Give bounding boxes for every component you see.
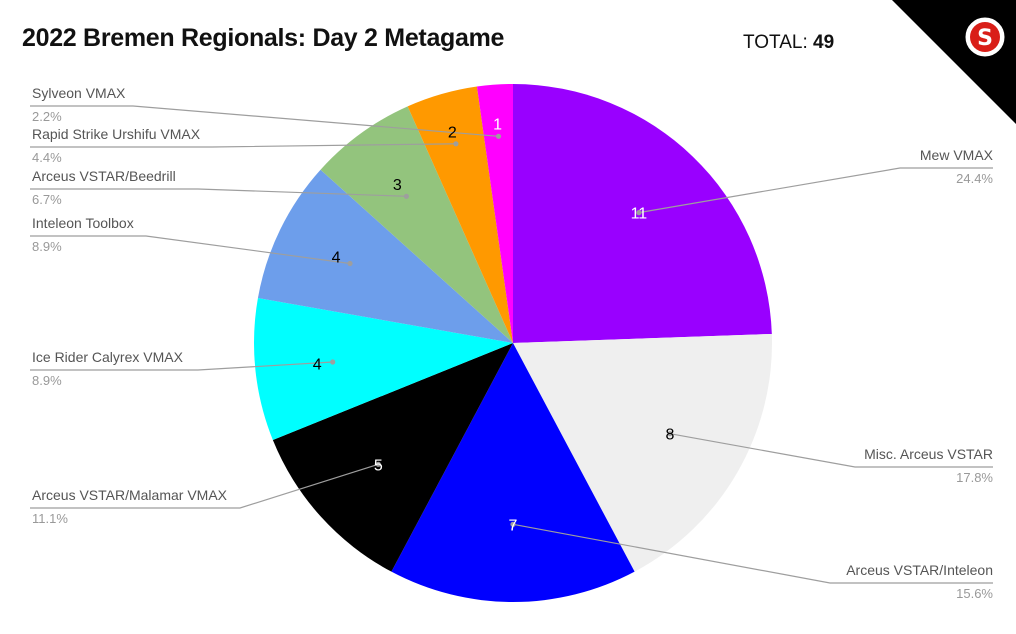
pie-slice-arceus-vstar-beedrill bbox=[320, 106, 513, 343]
leader-line-mew-vmax bbox=[638, 167, 993, 214]
leader-line-arceus-vstar-inteleon bbox=[512, 523, 993, 584]
slice-label-mew-vmax: Mew VMAX bbox=[920, 147, 994, 163]
slice-percent-arceus-vstar-beedrill: 6.7% bbox=[32, 192, 62, 207]
slice-value-sylveon-vmax: 1 bbox=[493, 116, 502, 133]
brand-logo-icon: S bbox=[892, 0, 1016, 124]
slice-value-arceus-vstar-malamar-vmax: 5 bbox=[374, 457, 383, 474]
slice-label-rapid-strike-urshifu-vmax: Rapid Strike Urshifu VMAX bbox=[32, 126, 201, 142]
pie-slice-ice-rider-calyrex-vmax bbox=[253, 298, 514, 441]
slice-value-inteleon-toolbox: 4 bbox=[332, 250, 341, 267]
slice-percent-arceus-vstar-malamar-vmax: 11.1% bbox=[32, 511, 68, 526]
leader-dot-arceus-vstar-beedrill bbox=[403, 193, 409, 199]
leader-dot-arceus-vstar-inteleon bbox=[510, 521, 516, 527]
leader-lines bbox=[30, 105, 993, 584]
pie-slice-rapid-strike-urshifu-vmax bbox=[407, 86, 513, 344]
slice-label-arceus-vstar-beedrill: Arceus VSTAR/Beedrill bbox=[32, 168, 176, 184]
leader-dot-arceus-vstar-malamar-vmax bbox=[375, 461, 381, 467]
leader-dot-sylveon-vmax bbox=[495, 133, 502, 139]
leader-dot-rapid-strike-urshifu-vmax bbox=[453, 141, 459, 147]
slice-value-ice-rider-calyrex-vmax: 4 bbox=[313, 357, 322, 374]
leader-dot-misc-arceus-vstar bbox=[667, 431, 673, 437]
leader-dot-inteleon-toolbox bbox=[347, 260, 353, 267]
pie-slice-arceus-vstar-inteleon bbox=[391, 343, 635, 602]
slice-value-arceus-vstar-beedrill: 3 bbox=[393, 177, 402, 194]
slice-label-misc-arceus-vstar: Misc. Arceus VSTAR bbox=[864, 446, 993, 462]
pie-slice-inteleon-toolbox bbox=[257, 169, 513, 343]
pie-slice-misc-arceus-vstar bbox=[513, 333, 772, 572]
slice-value-rapid-strike-urshifu-vmax: 2 bbox=[448, 124, 457, 141]
slice-label-sylveon-vmax: Sylveon VMAX bbox=[32, 85, 126, 101]
leader-line-misc-arceus-vstar bbox=[669, 433, 993, 468]
logo-inner-circle bbox=[970, 22, 1000, 52]
slice-label-ice-rider-calyrex-vmax: Ice Rider Calyrex VMAX bbox=[32, 349, 184, 365]
slice-value-arceus-vstar-inteleon: 7 bbox=[509, 517, 518, 534]
slice-percent-arceus-vstar-inteleon: 15.6% bbox=[956, 586, 993, 601]
slice-percent-ice-rider-calyrex-vmax: 8.9% bbox=[32, 373, 62, 388]
slice-percent-misc-arceus-vstar: 17.8% bbox=[956, 470, 993, 485]
slice-percent-inteleon-toolbox: 8.9% bbox=[32, 239, 62, 254]
slice-percent-mew-vmax: 24.4% bbox=[956, 171, 993, 186]
chart-title: 2022 Bremen Regionals: Day 2 Metagame bbox=[22, 24, 505, 52]
leader-line-inteleon-toolbox bbox=[30, 235, 351, 265]
pie-slice-arceus-vstar-malamar-vmax bbox=[272, 343, 513, 572]
slice-value-misc-arceus-vstar: 8 bbox=[666, 427, 675, 444]
slice-label-arceus-vstar-malamar-vmax: Arceus VSTAR/Malamar VMAX bbox=[32, 487, 228, 503]
leader-line-sylveon-vmax bbox=[30, 105, 499, 137]
leader-line-rapid-strike-urshifu-vmax bbox=[30, 143, 456, 148]
pie-slices bbox=[253, 84, 772, 602]
leader-line-arceus-vstar-beedrill bbox=[30, 188, 407, 197]
leader-dot-ice-rider-calyrex-vmax bbox=[330, 359, 336, 365]
slice-label-inteleon-toolbox: Inteleon Toolbox bbox=[32, 215, 134, 231]
total-count: TOTAL: 49 bbox=[743, 32, 834, 54]
total-label: TOTAL: bbox=[743, 32, 808, 53]
leader-line-arceus-vstar-malamar-vmax bbox=[30, 463, 379, 509]
leader-line-ice-rider-calyrex-vmax bbox=[30, 361, 333, 371]
total-value: 49 bbox=[813, 32, 835, 53]
pie-slice-mew-vmax bbox=[513, 84, 772, 343]
slice-percent-rapid-strike-urshifu-vmax: 4.4% bbox=[32, 150, 62, 165]
slice-value-mew-vmax: 11 bbox=[631, 206, 648, 223]
slice-percent-sylveon-vmax: 2.2% bbox=[32, 109, 62, 124]
logo-letter: S bbox=[977, 26, 993, 51]
leader-dot-mew-vmax bbox=[636, 210, 642, 216]
pie-slice-sylveon-vmax bbox=[476, 84, 513, 343]
slice-label-arceus-vstar-inteleon: Arceus VSTAR/Inteleon bbox=[846, 562, 993, 578]
